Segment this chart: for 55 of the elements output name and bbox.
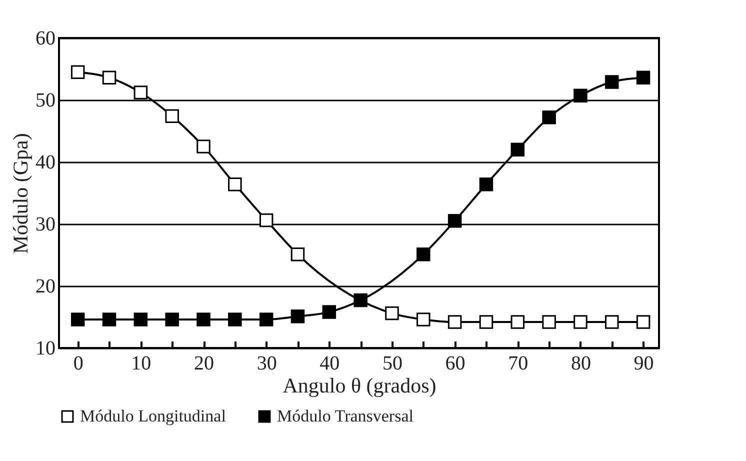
y-tick-label: 20 [36, 276, 56, 298]
point [479, 177, 494, 192]
point [636, 70, 650, 85]
x-tick-label: 90 [634, 352, 654, 374]
y-tick-label: 50 [36, 90, 56, 112]
point [70, 312, 85, 326]
x-axis-title: Angulo θ (grados) [282, 374, 436, 398]
y-tick-label: 30 [36, 214, 56, 236]
point [574, 88, 588, 103]
point [385, 306, 399, 320]
x-tick-label: 20 [194, 352, 214, 374]
point [290, 248, 305, 262]
point [510, 142, 525, 156]
point [196, 140, 210, 154]
y-tick-label: 60 [36, 28, 56, 50]
point [228, 312, 242, 326]
y-tick-label: 40 [36, 152, 56, 174]
point [542, 110, 556, 124]
x-tick-label: 80 [570, 352, 591, 374]
point [605, 315, 619, 329]
point [542, 315, 556, 329]
point [290, 310, 305, 324]
point [70, 65, 85, 79]
point [259, 312, 274, 326]
x-tick-label: 50 [382, 352, 402, 374]
point [165, 109, 179, 123]
y-tick-label: 10 [36, 338, 56, 360]
point [259, 213, 274, 228]
point [448, 315, 462, 329]
x-tick-label: 40 [320, 352, 340, 374]
point [479, 315, 494, 329]
point [574, 315, 588, 329]
point [605, 75, 619, 89]
point [448, 214, 462, 228]
point [636, 315, 650, 329]
point [322, 305, 336, 319]
point [354, 293, 368, 308]
x-tick-label: 30 [256, 352, 277, 374]
x-tick-label: 10 [131, 352, 152, 374]
point [510, 315, 525, 329]
x-tick-label: 0 [73, 352, 84, 374]
point [196, 312, 210, 326]
point [134, 86, 148, 100]
point [228, 177, 242, 192]
legend-label: Módulo Transversal [277, 406, 414, 426]
point [416, 248, 430, 262]
point [165, 312, 179, 326]
y-axis-title: Módulo (Gpa) [8, 133, 32, 254]
point [102, 312, 116, 326]
point [416, 312, 430, 326]
legend-label: Módulo Longitudinal [80, 406, 226, 426]
point [102, 70, 116, 85]
x-tick-label: 60 [445, 352, 466, 374]
point [134, 312, 148, 326]
x-tick-label: 70 [508, 352, 528, 374]
